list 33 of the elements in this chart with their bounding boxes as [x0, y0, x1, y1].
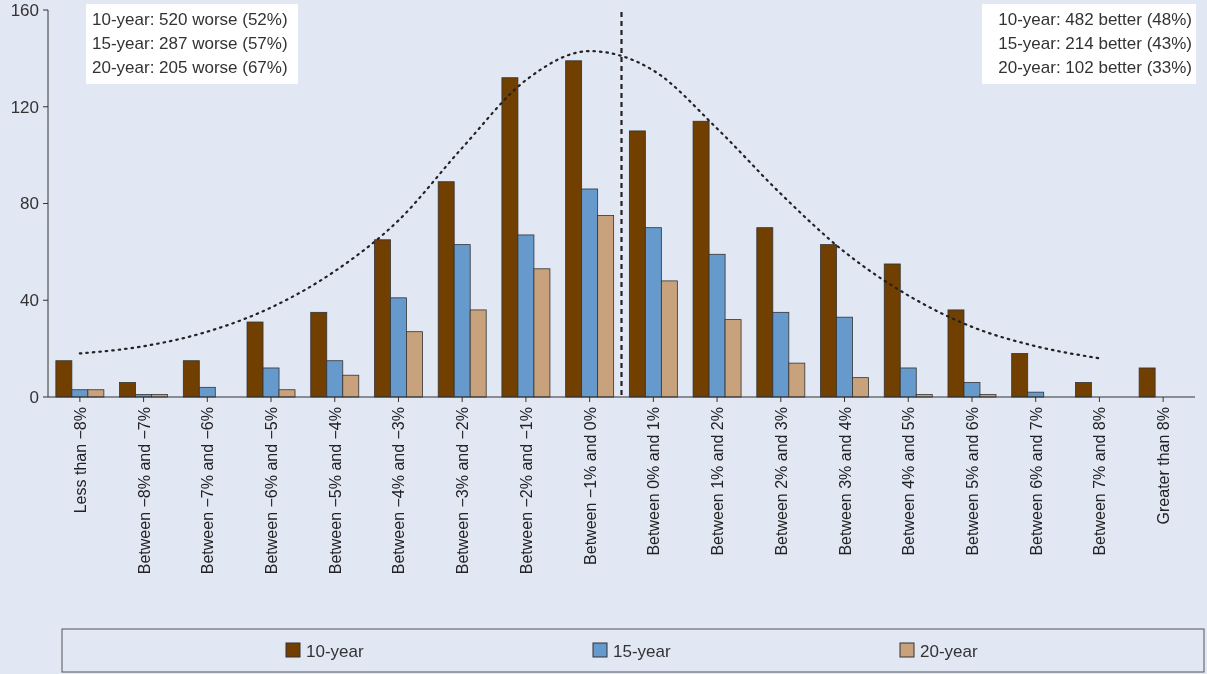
x-tick-label: Between −3% and −2%	[454, 407, 472, 575]
y-tick-label: 160	[10, 0, 39, 20]
annotation: 20-year: 205 worse (67%)	[92, 58, 288, 77]
legend-label: 10-year	[306, 641, 364, 661]
x-tick-label: Between −5% and −4%	[326, 407, 344, 575]
x-tick-label: Between 1% and 2%	[709, 407, 727, 556]
x-tick-label: Greater than 8%	[1155, 407, 1173, 525]
y-tick-label: 120	[10, 97, 39, 117]
annotation: 15-year: 287 worse (57%)	[92, 34, 288, 53]
annotation: 20-year: 102 better (33%)	[998, 58, 1192, 77]
x-tick-label: Between −4% and −3%	[390, 407, 408, 575]
x-tick-label: Between −2% and −1%	[517, 407, 535, 575]
x-tick-label: Between 3% and 4%	[836, 407, 854, 556]
x-tick-label: Between −7% and −6%	[199, 407, 217, 575]
annotation: 10-year: 482 better (48%)	[998, 10, 1192, 29]
x-tick-label: Between 2% and 3%	[772, 407, 790, 556]
annotation: 10-year: 520 worse (52%)	[92, 10, 288, 29]
x-tick-label: Between 7% and 8%	[1091, 407, 1109, 556]
y-tick-label: 40	[20, 291, 39, 311]
x-tick-label: Between 4% and 5%	[900, 407, 918, 556]
x-tick-label: Between −6% and −5%	[263, 407, 281, 575]
x-tick-label: Between −8% and −7%	[135, 407, 153, 575]
legend-label: 15-year	[613, 641, 671, 661]
x-tick-label: Between −1% and 0%	[581, 407, 599, 565]
x-tick-label: Less than −8%	[71, 407, 89, 514]
x-tick-label: Between 0% and 1%	[645, 407, 663, 556]
x-tick-label: Between 6% and 7%	[1027, 407, 1045, 556]
y-tick-label: 0	[29, 387, 39, 407]
y-tick-label: 80	[20, 194, 39, 214]
annotation: 15-year: 214 better (43%)	[998, 34, 1192, 53]
legend-label: 20-year	[920, 641, 978, 661]
line-series	[78, 50, 1101, 360]
x-tick-label: Between 5% and 6%	[963, 407, 981, 556]
